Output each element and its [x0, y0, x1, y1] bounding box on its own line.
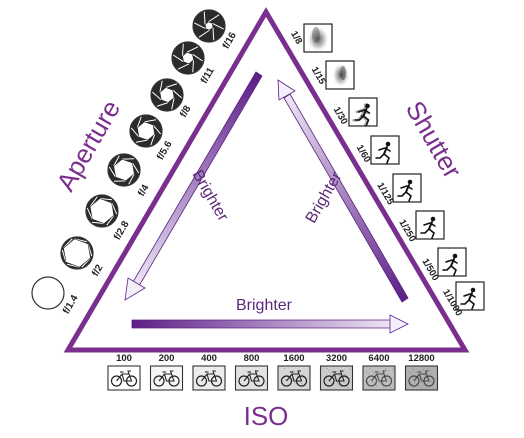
iso-value-label: 12800 [408, 353, 434, 364]
left-brighter-arrow [124, 71, 263, 301]
bottom-brighter-arrow [131, 314, 409, 334]
shutter-speed-label: 1/8 [288, 29, 304, 46]
aperture-blade-icon [171, 41, 205, 75]
aperture-scale: f/1.4f/2f/2.8f/4f/5.6f/8f/11f/16 [31, 9, 239, 316]
aperture-blade-icon [85, 194, 119, 228]
f-stop-label: f/4 [136, 183, 152, 199]
bicycle-icon [319, 365, 354, 391]
triangle-frame [63, 7, 470, 353]
running-figure-icon [437, 247, 467, 277]
shutter-title: Shutter [400, 96, 468, 184]
running-figure-icon [415, 210, 445, 240]
aperture-blade-icon [192, 9, 226, 43]
running-figure-icon [325, 60, 355, 90]
iso-title: ISO [244, 401, 289, 431]
f-stop-label: f/11 [199, 65, 217, 85]
f-stop-label: f/2 [90, 263, 106, 279]
iso-value-label: 100 [116, 353, 132, 364]
right-brighter-arrow [277, 79, 409, 303]
running-figure-icon [392, 173, 422, 203]
running-figure-icon [303, 23, 333, 53]
iso-value-label: 200 [159, 353, 175, 364]
iso-value-label: 800 [244, 353, 260, 364]
aperture-blade-icon [31, 276, 65, 310]
bicycle-icon [192, 365, 226, 391]
f-stop-label: f/2.8 [112, 219, 132, 242]
bicycle-icon [404, 365, 439, 391]
right-brighter-label: Brighter [303, 169, 346, 227]
iso-value-label: 6400 [368, 353, 389, 364]
running-figure-icon [455, 281, 485, 311]
aperture-blade-icon [107, 153, 141, 187]
f-stop-label: f/5.6 [155, 139, 175, 162]
iso-scale: 100 200 400 800 1600 3200 6400 12800 [107, 353, 439, 391]
aperture-blade-icon [129, 114, 163, 148]
running-figure-icon [348, 97, 378, 127]
shutter-speed-label: 1/15 [309, 65, 328, 87]
iso-value-label: 1600 [283, 353, 304, 364]
bicycle-icon [277, 365, 311, 391]
bicycle-icon [107, 365, 141, 391]
iso-value-label: 400 [201, 353, 217, 364]
aperture-blade-icon [60, 236, 94, 270]
bicycle-icon [149, 365, 184, 391]
iso-value-label: 3200 [326, 353, 347, 364]
f-stop-label: f/8 [178, 104, 194, 120]
bicycle-icon [234, 365, 269, 391]
left-brighter-label: Brighter [189, 167, 232, 225]
running-figure-icon [370, 135, 400, 165]
aperture-blade-icon [150, 78, 184, 112]
bottom-brighter-label: Brighter [236, 297, 293, 314]
bicycle-icon [362, 365, 396, 391]
